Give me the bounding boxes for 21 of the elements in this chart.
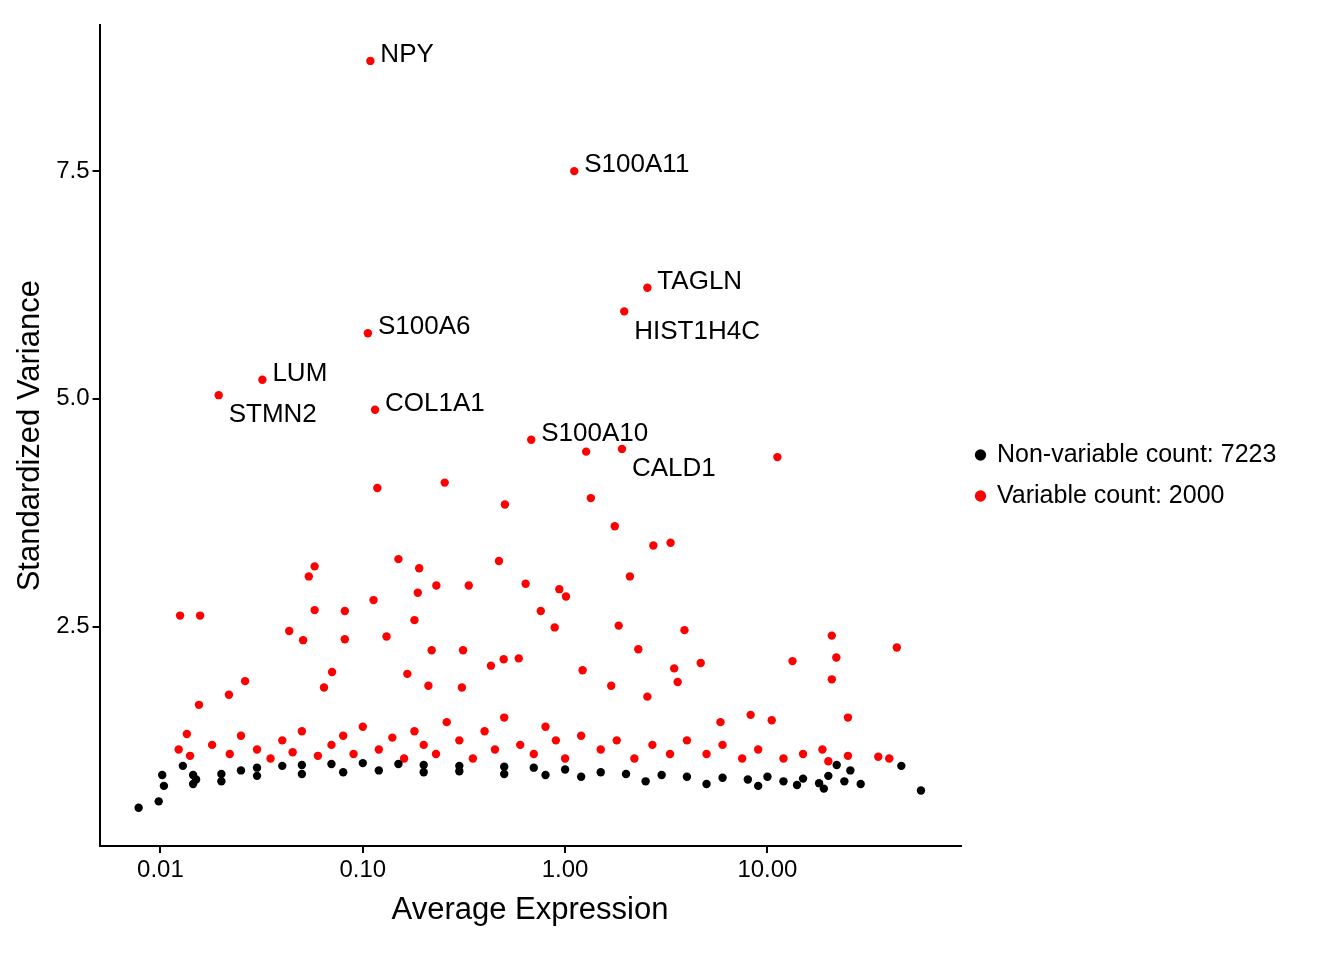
annotation: CALD1 bbox=[631, 452, 716, 483]
annotation: STMN2 bbox=[228, 398, 317, 429]
y-tick-label: 7.5 bbox=[56, 155, 90, 183]
annotation: HIST1H4C bbox=[634, 314, 760, 345]
y-tick-label: 5.0 bbox=[56, 383, 90, 411]
x-tick-label: 1.00 bbox=[541, 855, 589, 883]
annotation: S100A10 bbox=[541, 416, 649, 447]
x-tick-label: 10.00 bbox=[737, 855, 798, 883]
legend-label: Non-variable count: 7223 bbox=[997, 438, 1277, 467]
annotation: LUM bbox=[272, 356, 328, 387]
annotation: COL1A1 bbox=[385, 386, 485, 417]
annotation: NPY bbox=[380, 38, 434, 69]
annotation: TAGLN bbox=[657, 264, 743, 295]
annotation: S100A11 bbox=[584, 148, 690, 179]
x-axis-title: Average Expression bbox=[391, 890, 669, 926]
x-tick-label: 0.10 bbox=[339, 855, 387, 883]
x-tick-label: 0.01 bbox=[137, 855, 184, 883]
legend-label: Variable count: 2000 bbox=[997, 479, 1225, 508]
y-tick-label: 2.5 bbox=[56, 611, 90, 639]
y-axis-title: Standardized Variance bbox=[11, 280, 47, 592]
annotation: S100A6 bbox=[377, 310, 471, 341]
